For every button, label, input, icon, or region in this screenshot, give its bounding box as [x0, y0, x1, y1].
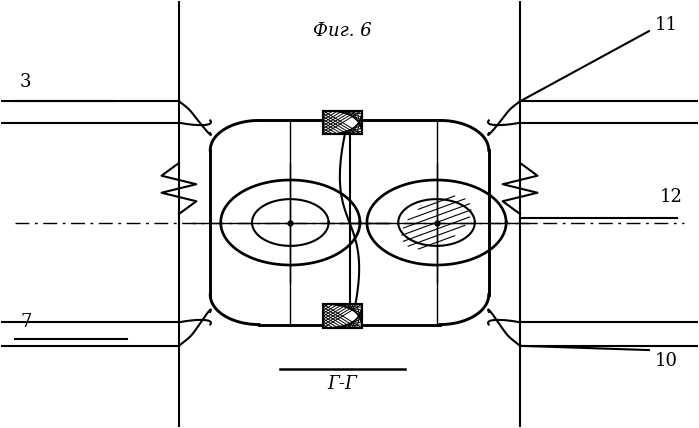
- Text: 7: 7: [20, 313, 31, 331]
- Bar: [324, 111, 361, 134]
- Bar: [324, 304, 361, 328]
- Bar: [324, 304, 361, 328]
- Bar: [324, 111, 361, 134]
- Text: 3: 3: [20, 73, 31, 91]
- Text: Фиг. 6: Фиг. 6: [313, 22, 372, 40]
- Text: 10: 10: [655, 352, 678, 370]
- Text: 11: 11: [655, 16, 678, 34]
- Text: Г-Г: Г-Г: [328, 375, 357, 393]
- Text: 12: 12: [660, 188, 683, 206]
